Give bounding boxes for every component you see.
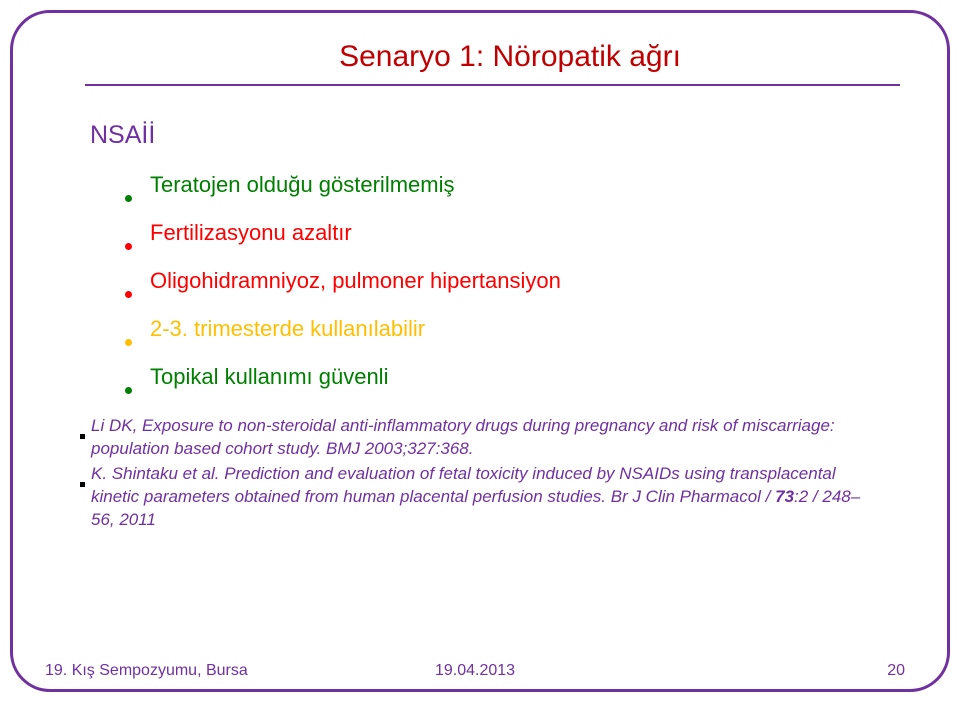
reference-bold: 73	[775, 487, 794, 506]
bullet-list: Teratojen olduğu gösterilmemiş Fertiliza…	[125, 172, 900, 390]
bullet-dot-icon	[80, 482, 85, 487]
reference-text: Li DK, Exposure to non-steroidal anti-in…	[91, 416, 835, 458]
footer-right: 20	[618, 662, 915, 680]
list-item: Topikal kullanımı güvenli	[125, 364, 900, 390]
reference-text: K. Shintaku et al. Prediction and evalua…	[91, 464, 836, 506]
page-title: Senaryo 1: Nöropatik ağrı	[120, 40, 900, 74]
footer-center: 19.04.2013	[332, 662, 619, 680]
title-underline	[85, 84, 900, 86]
reference-block: Li DK, Exposure to non-steroidal anti-in…	[80, 415, 880, 532]
slide-content: Senaryo 1: Nöropatik ağrı NSAİİ Teratoje…	[10, 10, 950, 692]
bullet-text: Oligohidramniyoz, pulmoner hipertansiyon	[150, 268, 561, 294]
bullet-dot-icon	[125, 291, 132, 298]
bullet-dot-icon	[125, 387, 132, 394]
bullet-text: Topikal kullanımı güvenli	[150, 364, 388, 390]
bullet-text: 2-3. trimesterde kullanılabilir	[150, 316, 425, 342]
bullet-text: Fertilizasyonu azaltır	[150, 220, 352, 246]
footer: 19. Kış Sempozyumu, Bursa 19.04.2013 20	[45, 662, 915, 680]
reference-item: K. Shintaku et al. Prediction and evalua…	[80, 463, 880, 532]
list-item: Fertilizasyonu azaltır	[125, 220, 900, 246]
bullet-dot-icon	[80, 434, 85, 439]
reference-item: Li DK, Exposure to non-steroidal anti-in…	[80, 415, 880, 461]
bullet-dot-icon	[125, 243, 132, 250]
bullet-text: Teratojen olduğu gösterilmemiş	[150, 172, 455, 198]
list-item: Teratojen olduğu gösterilmemiş	[125, 172, 900, 198]
list-item: 2-3. trimesterde kullanılabilir	[125, 316, 900, 342]
subtitle: NSAİİ	[90, 121, 900, 150]
footer-left: 19. Kış Sempozyumu, Bursa	[45, 662, 332, 680]
list-item: Oligohidramniyoz, pulmoner hipertansiyon	[125, 268, 900, 294]
bullet-dot-icon	[125, 339, 132, 346]
bullet-dot-icon	[125, 195, 132, 202]
